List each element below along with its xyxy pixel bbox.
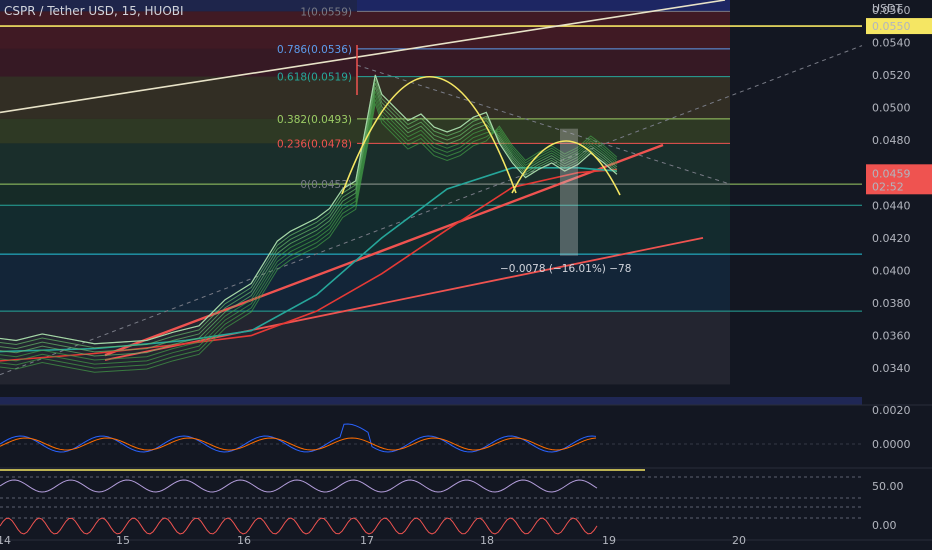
rsi-line [0,479,598,493]
fib-band-7 [0,205,730,255]
ma-ribbon-4 [0,91,618,361]
price-line [0,74,618,345]
lower-support [104,236,704,361]
countdown-text: 02:52 [872,180,904,193]
y-tick-3: 0.0500 [872,102,911,115]
x-tick-1: 15 [116,534,130,547]
x-tick-0: 14 [0,534,11,547]
fib-label-4: 0.236(0.0478) [277,138,352,150]
y-tick-1: 0.0540 [872,36,911,49]
y-tick-7: 0.0420 [872,232,911,245]
x-tick-5: 19 [602,534,616,547]
ma-ribbon-1 [0,78,618,349]
y-tick-6: 0.0440 [872,199,911,212]
y-tick-9: 0.0380 [872,297,911,310]
ma-ribbon-3 [0,86,618,357]
fib-top-box [357,0,730,12]
fib-band-2 [0,48,730,77]
measure-label: −0.0078 (−16.01%) −78 [500,263,631,275]
y-tick-2: 0.0520 [872,69,911,82]
trendline-top [0,0,726,114]
y-tick-8: 0.0400 [872,264,911,277]
fib-label-2: 0.618(0.0519) [277,72,352,84]
alert-price-text: 0.0550 [872,20,911,33]
y-tick-4: 0.0480 [872,134,911,147]
chart-title: CSPR / Tether USD, 15, HUOBI [4,4,184,18]
alert-price-tag [866,18,932,35]
x-tick-4: 18 [480,534,494,547]
y-tick-11: 0.0340 [872,362,911,375]
osc2-tick-0: 50.00 [872,480,904,493]
x-tick-2: 16 [237,534,251,547]
current-price-tag [866,164,932,195]
measure-box [560,128,578,256]
shoulder-arc [511,140,621,196]
osc1-tick-0: 0.0020 [872,404,911,417]
fib-label-0: 1(0.0559) [300,6,352,18]
osc1-tick-1: 0.0000 [872,438,911,451]
y-tick-0: 0.0560 [872,4,911,17]
fib-label-5: 0(0.0453) [300,179,352,191]
currency-label: USDT [872,2,903,15]
fib-label-1: 0.786(0.0536) [277,44,352,56]
current-price-text: 0.0459 [872,167,911,180]
x-tick-3: 17 [360,534,374,547]
ma-ribbon-7 [0,103,618,373]
fib-band-3 [0,76,730,119]
ma-ribbon-2 [0,82,618,353]
osc1-macd [0,423,597,453]
y-tick-10: 0.0360 [872,330,911,343]
fib-label-3: 0.382(0.0493) [277,114,352,126]
osc2-tick-1: 0.00 [872,519,897,532]
stoch-line [0,517,598,535]
neckline-support [104,143,664,357]
head-arc [341,75,517,195]
trendline-dashed [0,45,863,376]
x-tick-6: 20 [732,534,746,547]
volume-bar [0,397,862,405]
osc1-signal [0,437,597,451]
trendline-down [356,64,731,185]
ma-ribbon-6 [0,99,618,369]
